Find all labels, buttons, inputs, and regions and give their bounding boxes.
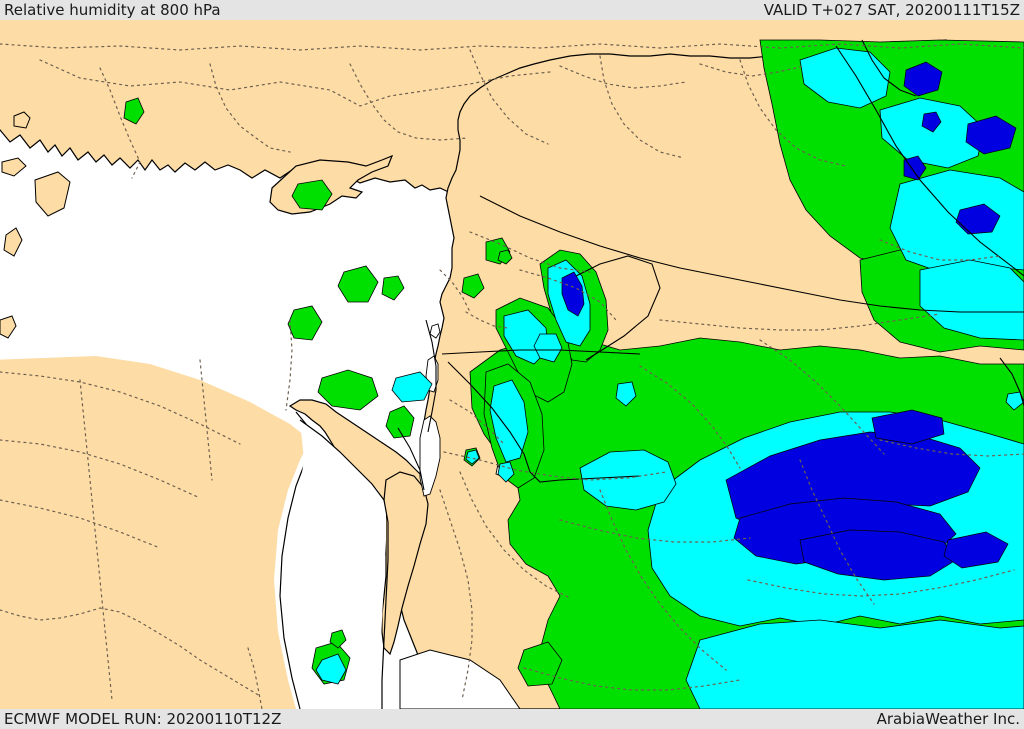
border-syria-iraq	[575, 255, 661, 361]
border-turkey-syria	[479, 195, 1024, 313]
dotted-iraq-1	[659, 313, 941, 331]
border-syria-jordan	[441, 349, 641, 355]
credit-label: ArabiaWeather Inc.	[876, 710, 1020, 728]
sea-gulf-of-aqaba	[419, 415, 441, 497]
dotted-turkey-10	[699, 63, 805, 77]
coast-bottom-red-sea-west	[399, 649, 521, 709]
green-patch-arabia-mid	[517, 641, 563, 687]
dotted-egypt-3	[0, 499, 161, 549]
dotted-saudi-9	[879, 439, 1024, 457]
land-aegean-island-1	[13, 111, 31, 129]
dotted-turkey-8	[739, 59, 847, 167]
cyan-blob-ne-2	[879, 97, 985, 169]
dotted-jordan-1	[449, 399, 505, 445]
map-svg	[0, 20, 1024, 709]
cyan-blob-north-sm1	[615, 381, 637, 407]
dotted-iraq-2	[759, 339, 885, 455]
dotted-levant-1	[439, 269, 471, 313]
cyan-blob-jordan-core	[489, 379, 529, 463]
dotted-egypt-1	[0, 371, 241, 445]
blue-core-ne-2	[965, 115, 1017, 155]
dotted-egypt-5	[199, 359, 213, 481]
dotted-turkey-5	[349, 63, 469, 141]
dotted-iraq-3	[879, 239, 1001, 261]
coast-redsea-east	[299, 419, 389, 709]
land-rhodes	[34, 171, 71, 217]
green-patch-cyprus	[291, 179, 333, 211]
blue-core-se-3	[799, 529, 957, 581]
sea-sea-of-galilee	[429, 323, 441, 339]
dotted-egypt-7	[0, 607, 261, 697]
green-patch-levant-2	[461, 273, 485, 299]
blue-core-se-5	[871, 409, 945, 445]
land-sinai	[381, 471, 429, 656]
dotted-saudi-3	[439, 489, 473, 701]
border-turkey-coast-detail	[861, 39, 917, 97]
cyan-blob-med-1	[391, 371, 433, 403]
cyan-blob-ne-1	[799, 47, 891, 109]
green-patch-small-2	[497, 249, 513, 265]
green-patch-small-1	[329, 629, 347, 649]
dotted-levant-2	[465, 311, 509, 329]
blue-core-iraq-1	[955, 203, 1001, 235]
dotted-egypt-2	[0, 439, 201, 499]
dotted-iraq-4	[639, 365, 741, 469]
dotted-turkey-3	[99, 67, 141, 179]
border-iraq-kuwait	[999, 357, 1024, 407]
dotted-syria-2	[519, 269, 617, 321]
border-israel-jordan	[425, 319, 437, 433]
green-patch-med-4	[317, 369, 379, 411]
header-bar: Relative humidity at 800 hPa VALID T+027…	[0, 0, 1024, 20]
humidity-layer-blue	[561, 61, 1017, 581]
blue-core-ne-4	[921, 111, 942, 133]
green-patch-negev	[385, 405, 415, 439]
dotted-saudi-2	[459, 471, 571, 599]
cyan-blob-north-sm2	[1005, 391, 1024, 411]
blue-core-ne-3	[903, 155, 927, 181]
border-dotted-group	[0, 43, 1024, 709]
map-canvas[interactable]	[0, 20, 1024, 709]
dotted-egypt-4	[79, 379, 113, 701]
cyan-blob-central	[579, 449, 677, 511]
land-egypt	[0, 356, 310, 709]
page-title: Relative humidity at 800 hPa	[4, 1, 221, 19]
dotted-saudi-5	[599, 489, 727, 671]
model-run-label: ECMWF MODEL RUN: 20200110T12Z	[4, 710, 282, 728]
dotted-syria-1	[469, 231, 591, 273]
land-aegean-island-3	[3, 227, 23, 257]
blue-core-se-4	[943, 531, 1009, 569]
cyan-blob-jordan-core2	[497, 461, 515, 483]
dotted-turkey-9	[559, 65, 687, 89]
blue-core-syria	[561, 271, 585, 317]
valid-time-label: VALID T+027 SAT, 20200111T15Z	[763, 1, 1020, 19]
border-iraq-iran	[835, 45, 1024, 277]
dotted-saudi-7	[747, 569, 1015, 597]
green-patch-turkey-sw	[123, 97, 145, 125]
land-crete-edge	[0, 315, 17, 339]
border-israel-egypt	[397, 427, 425, 491]
cyan-blob-arabia-sw	[315, 653, 347, 685]
cyan-blob-small-3	[465, 449, 480, 465]
dotted-saudi-6	[523, 667, 741, 691]
dotted-egypt-8	[247, 647, 263, 709]
green-patch-med-3	[381, 275, 405, 301]
blue-core-ne-1	[903, 61, 943, 97]
dotted-saudi-1	[443, 451, 667, 481]
dotted-saudi-4	[559, 519, 751, 543]
dotted-turkey-6	[469, 49, 549, 145]
dotted-turkey-7	[599, 55, 685, 159]
cyan-blob-lebanon-core2	[533, 333, 563, 363]
dotted-turkey-1	[0, 43, 1024, 51]
land-aegean-island-2	[1, 157, 27, 177]
cyan-blob-iraq-1	[919, 259, 1024, 341]
cyan-blob-se-lower	[685, 619, 1024, 709]
sea-red-sea	[290, 420, 386, 709]
dotted-turkey-2	[39, 59, 551, 107]
green-patch-med-1	[337, 265, 379, 303]
footer-bar: ECMWF MODEL RUN: 20200110T12Z ArabiaWeat…	[0, 709, 1024, 729]
green-patch-med-2	[287, 305, 323, 341]
